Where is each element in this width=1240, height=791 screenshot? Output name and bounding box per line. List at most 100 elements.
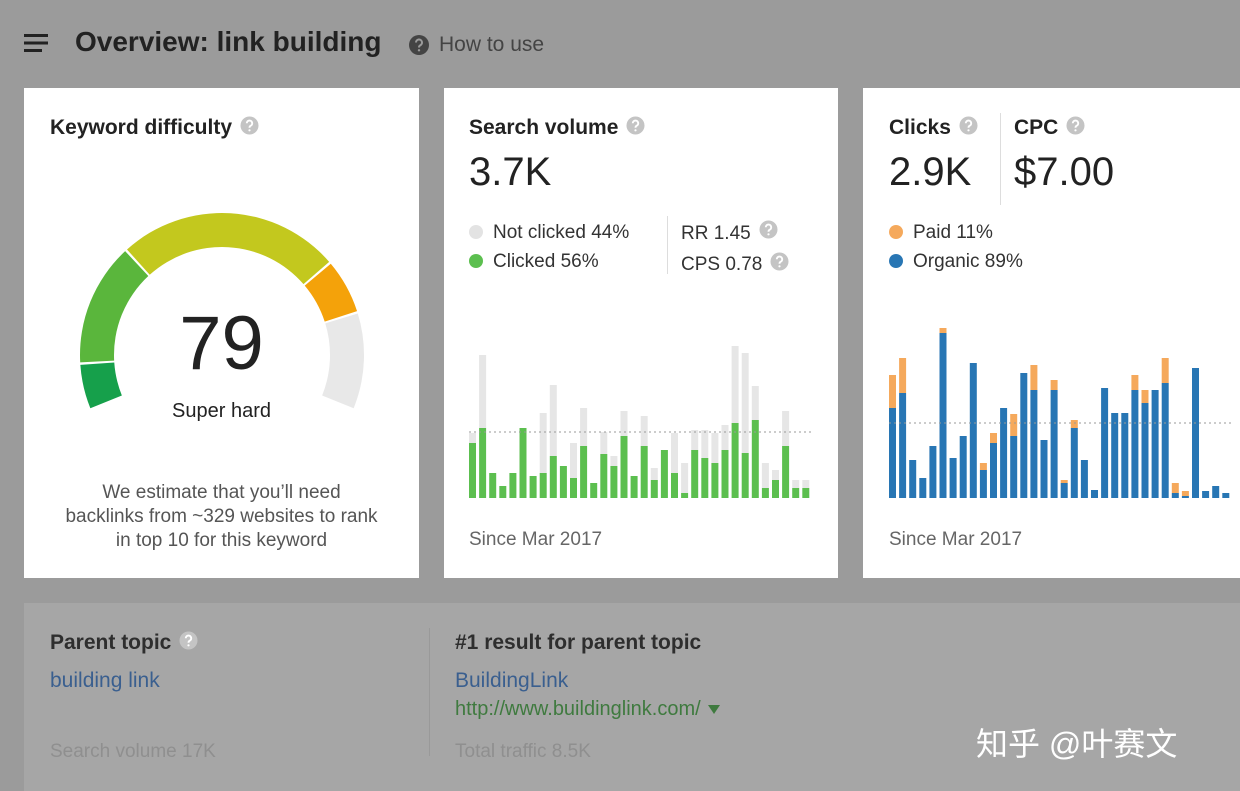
how-to-use[interactable]: How to use [439,33,545,56]
parent-topic-title: Parent topic [50,631,198,656]
bar [1070,420,1078,428]
bar [1040,440,1048,498]
bar [731,423,739,498]
bar [1020,373,1028,498]
help-glyph[interactable] [1066,116,1085,135]
bar [640,416,648,446]
bar [549,456,557,498]
bar [1111,413,1119,498]
top-result-name[interactable]: BuildingLink [455,669,569,692]
bar [782,446,790,498]
bar [469,443,476,498]
bar [1171,493,1179,498]
top-result-url[interactable]: http://www.buildinglink.com/ [455,698,722,721]
bar [610,466,618,498]
help-icon[interactable] [1066,116,1085,141]
bar [1151,390,1159,498]
bar [1192,368,1199,498]
bar [782,411,790,446]
bar [610,456,618,466]
legend-item: Organic 89% [889,247,1023,276]
divider [667,216,668,274]
kd-score: 79 [179,301,264,386]
bar [671,433,678,473]
bar [1131,390,1139,498]
bar [990,433,997,443]
help-icon[interactable] [408,34,430,56]
bar [1101,388,1109,498]
bar [1060,483,1068,498]
bar [792,488,800,498]
bar [620,436,628,498]
help-glyph[interactable] [759,220,778,239]
top-result-title: #1 result for parent topic [455,631,702,654]
bar [1121,413,1129,498]
bar [479,355,487,428]
parent-topic-panel: Parent topic building link Search volume… [24,603,1240,791]
cpc-title: CPC [1014,116,1085,141]
help-glyph[interactable] [959,116,978,135]
help-glyph[interactable] [770,252,789,271]
bar [919,478,927,498]
cpc-title-text: CPC [1014,116,1059,140]
help-icon[interactable] [626,116,645,141]
bar [1050,380,1058,390]
divider [1000,113,1001,205]
kd-label: Super hard [172,400,271,422]
metric-text: CPS 0.78 [681,254,763,276]
bar [889,375,896,408]
help-icon[interactable] [959,116,978,141]
top-result-url-text[interactable]: http://www.buildinglink.com/ [455,698,701,720]
bar [529,476,537,498]
menu-icon[interactable] [24,33,50,53]
bar [1070,428,1078,498]
bar [772,480,779,498]
bar [939,333,947,498]
bar [559,466,567,498]
help-icon[interactable] [179,631,198,656]
bar [1181,496,1189,498]
help-glyph[interactable] [240,116,259,135]
bar [681,463,689,493]
bar [1010,414,1018,436]
legend-item: Clicked 56% [469,247,629,276]
clicks-legend: Paid 11% Organic 89% [889,218,1023,276]
legend-item: Paid 11% [889,218,1023,247]
help-icon[interactable] [759,218,778,249]
bar [802,480,810,488]
bar [929,446,937,498]
bar [899,358,907,393]
help-glyph[interactable] [179,631,198,650]
top-result-meta: Total traffic 8.5K [455,741,591,762]
bar [979,470,987,498]
since: Since Mar 2017 [889,529,1023,550]
parent-topic-link[interactable]: building link [50,669,160,692]
bar [1181,491,1189,496]
legend-swatch [889,225,903,239]
bar [1212,486,1220,498]
clicks-card: Clicks 2.9K CPC $7.00 Paid 11% Organic 89… [863,88,1240,578]
gauge-segment [304,263,358,322]
bar [600,432,608,454]
bar [1222,493,1230,498]
bar [899,393,907,498]
bar [671,473,678,498]
help-icon[interactable] [240,116,259,141]
dropdown-icon[interactable] [707,705,722,715]
help-icon[interactable] [770,250,789,281]
bar [990,443,997,498]
sv-title: Search volume [469,116,645,141]
bar [650,468,658,480]
legend-swatch [469,254,483,268]
bar [681,493,689,498]
page-title: Overview: link building [75,26,382,57]
help-glyph[interactable] [626,116,645,135]
legend-item: Not clicked 44% [469,218,629,247]
bar [590,483,598,498]
bar [640,446,648,498]
bar [570,443,577,478]
bar [1080,460,1088,498]
bar [691,430,699,450]
bar [570,478,577,498]
bar [1161,358,1169,383]
